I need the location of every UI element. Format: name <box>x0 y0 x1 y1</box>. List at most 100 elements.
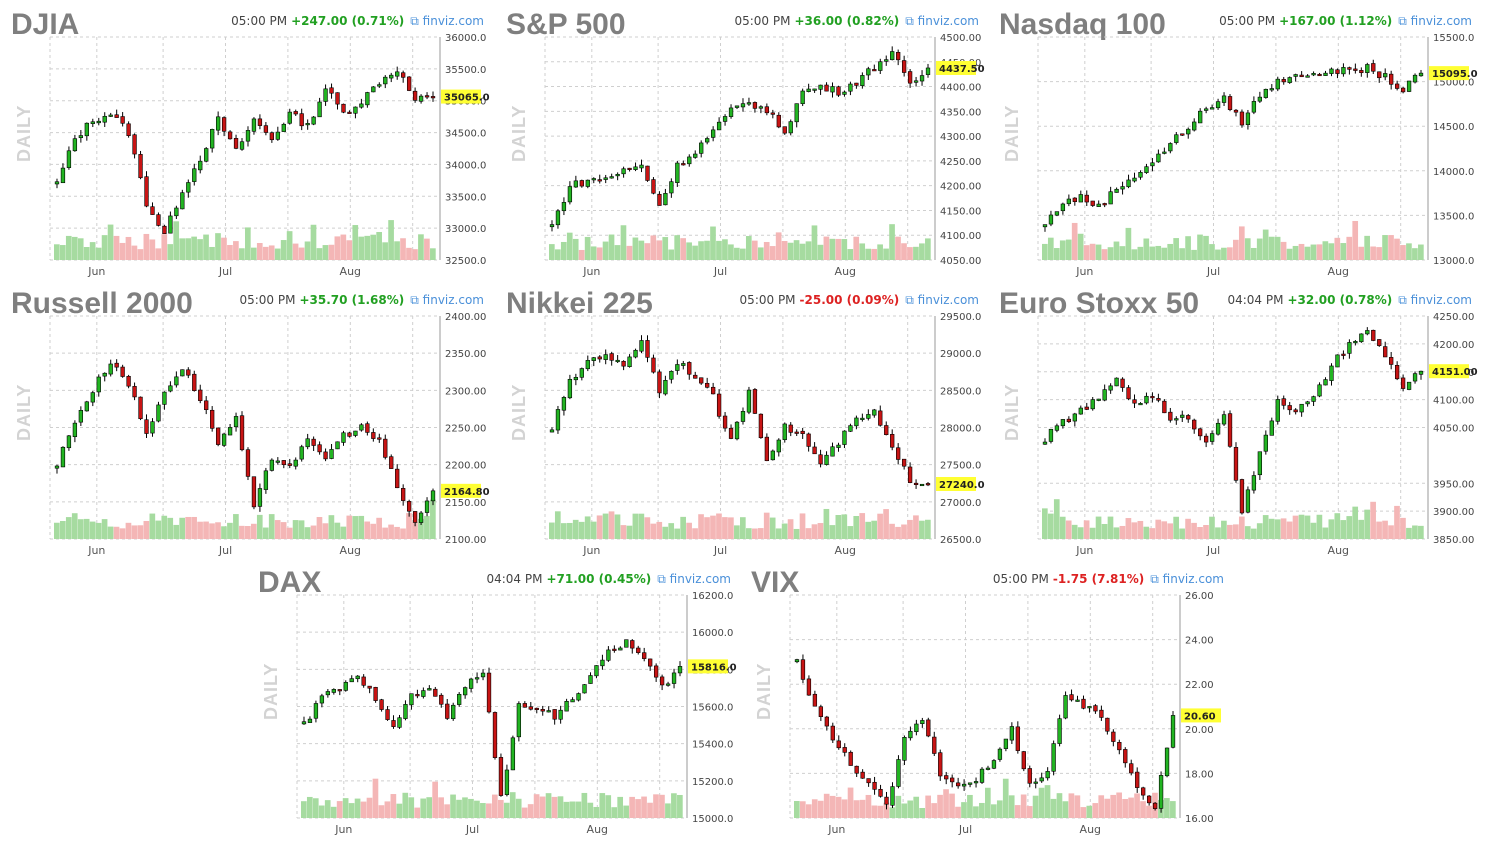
volume-bar <box>1388 525 1394 539</box>
volume-bar <box>1083 520 1090 539</box>
volume-bars <box>1042 499 1424 539</box>
candle-body <box>878 410 883 426</box>
candle-body <box>633 349 638 358</box>
volume-bar <box>424 238 430 260</box>
candle-body <box>1209 433 1215 442</box>
candle-body <box>430 490 436 502</box>
volume-bar <box>1089 527 1096 539</box>
y-tick-label: 4050.00 <box>940 256 981 267</box>
volume-bar <box>659 794 665 818</box>
volume-bar <box>83 247 90 260</box>
source-link[interactable]: finviz.com <box>1410 14 1472 28</box>
candle-body <box>528 706 533 710</box>
volume-bar <box>1328 519 1335 539</box>
candle-body <box>1051 743 1056 772</box>
candle-body <box>383 438 388 458</box>
candle-body <box>227 427 233 436</box>
candle-body <box>806 433 811 447</box>
volume-bar <box>334 522 341 539</box>
candle-body <box>1186 415 1191 420</box>
candle-body <box>1078 407 1083 415</box>
candle-body <box>967 782 973 785</box>
volume-bar <box>865 248 872 260</box>
candle-body <box>323 88 328 102</box>
volume-bar <box>420 798 427 818</box>
last-price-highlight <box>936 60 976 75</box>
candle-body <box>621 360 626 367</box>
candle-body <box>955 782 961 787</box>
volume-bar <box>581 792 588 818</box>
volume-bar <box>1370 501 1376 539</box>
volume-bar <box>119 528 126 539</box>
volume-bar <box>388 524 394 539</box>
volume-bar <box>221 526 227 539</box>
candle-body <box>728 107 734 117</box>
candle-body <box>597 179 602 182</box>
candle-body <box>926 719 931 737</box>
volume-bar <box>1382 520 1388 539</box>
candle-body <box>349 678 354 683</box>
volume-bar <box>143 233 150 260</box>
y-tick-label: 15400.0 <box>692 740 733 751</box>
candle-body <box>401 488 406 501</box>
volume-bar <box>382 242 388 260</box>
volume-bar <box>943 789 949 818</box>
candle-body <box>776 439 781 453</box>
source-link[interactable]: finviz.com <box>1410 293 1472 307</box>
y-tick-label: 4400.00 <box>940 83 981 94</box>
candle-body <box>1233 447 1239 481</box>
volume-bar <box>352 225 359 260</box>
candle-body <box>651 357 656 373</box>
volume-bar <box>841 239 848 260</box>
candle-body <box>1144 166 1149 173</box>
candle-body <box>1394 364 1400 380</box>
candle-body <box>168 215 173 234</box>
volume-bar <box>438 797 444 818</box>
candle-body <box>1371 329 1376 341</box>
volume-bar <box>805 804 812 818</box>
volume-bar <box>1209 516 1215 539</box>
volume-bar <box>227 522 233 539</box>
y-tick-label: 18.00 <box>1185 769 1214 780</box>
source-link[interactable]: finviz.com <box>422 14 484 28</box>
volume-bar <box>889 807 896 818</box>
volume-bar <box>584 236 591 260</box>
candle-body <box>78 135 84 139</box>
candle-body <box>884 59 889 62</box>
candle-body <box>1162 151 1167 154</box>
volume-bar <box>316 516 323 539</box>
candle-body <box>1120 378 1125 388</box>
volume-bar <box>215 522 221 539</box>
source-link[interactable]: finviz.com <box>422 293 484 307</box>
volume-bar <box>328 515 335 539</box>
volume-bar <box>1221 520 1227 539</box>
source-link[interactable]: finviz.com <box>1162 572 1224 586</box>
volume-bar <box>823 793 830 818</box>
x-tick-label: Aug <box>1328 544 1349 557</box>
candle-body <box>567 378 573 399</box>
volume-bar <box>871 248 877 260</box>
candle-body <box>395 468 400 489</box>
volume-bar <box>614 514 621 539</box>
candle-body <box>1186 128 1191 135</box>
volume-bar <box>1227 247 1233 260</box>
candle-body <box>1287 77 1292 83</box>
candle-body <box>245 449 251 477</box>
volume-bar <box>1095 516 1102 539</box>
source-link[interactable]: finviz.com <box>917 14 979 28</box>
candle-body <box>72 422 78 438</box>
source-link[interactable]: finviz.com <box>917 293 979 307</box>
volume-bar <box>444 804 450 818</box>
candles <box>549 46 931 232</box>
last-price-label: 4151.00 <box>1432 367 1478 378</box>
candle-body <box>445 703 450 719</box>
chart-panel-1: S&P 500 05:00 PM +36.00 (0.82%) ⧉ finviz.co… <box>505 8 985 284</box>
volume-bar <box>1364 235 1370 260</box>
candle-body <box>90 392 95 403</box>
source-link[interactable]: finviz.com <box>669 572 731 586</box>
candle-body <box>848 751 853 766</box>
candle-body <box>609 353 614 361</box>
volume-bar <box>370 234 377 260</box>
volume-bar <box>871 520 877 539</box>
candle-body <box>950 777 955 783</box>
